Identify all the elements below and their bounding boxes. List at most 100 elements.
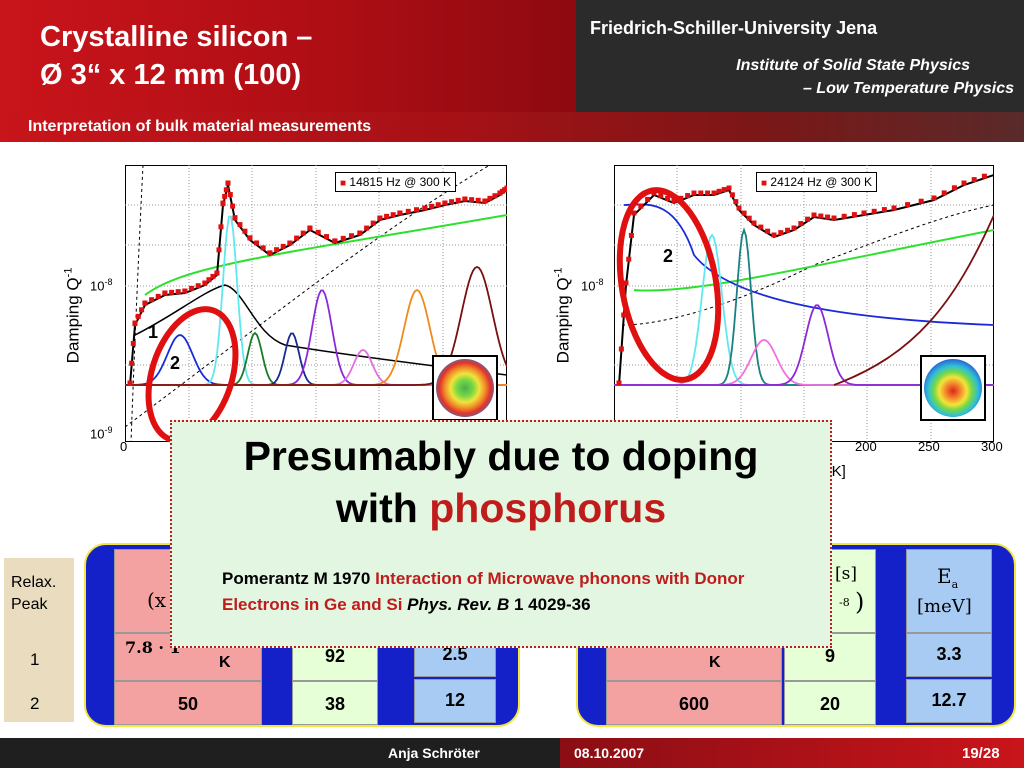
- measured-data-point: [504, 185, 507, 191]
- measured-data-point: [232, 215, 238, 221]
- measured-data-point: [260, 245, 266, 251]
- highlight-phosphorus: phosphorus: [429, 485, 667, 531]
- measured-data-point: [475, 197, 481, 203]
- fit-component-curve: [134, 284, 507, 376]
- measured-data-point: [751, 220, 757, 226]
- measured-data-point: [210, 273, 216, 279]
- measured-data-point: [711, 190, 717, 196]
- measured-data-point: [726, 185, 732, 191]
- measured-data-point: [931, 195, 937, 201]
- measured-data-point: [961, 180, 967, 186]
- relax-label-line2: Peak: [11, 596, 48, 613]
- chart-1-ylabel: Damping Q-1: [62, 267, 83, 364]
- measured-data-point: [442, 200, 448, 206]
- measured-data-point: [671, 198, 677, 204]
- measured-data-point: [618, 346, 624, 352]
- left-blue-row2: 12: [414, 679, 496, 723]
- measured-data-point: [130, 340, 136, 346]
- measured-data-point: [623, 280, 629, 286]
- measured-data-point: [805, 216, 811, 222]
- measured-data-point: [626, 256, 632, 262]
- callout-heading-line2: with phosphorus: [335, 485, 667, 531]
- measured-data-point: [871, 208, 877, 214]
- measured-data-point: [377, 215, 383, 221]
- measured-data-point: [729, 192, 735, 198]
- measured-data-point: [778, 230, 784, 236]
- measured-data-point: [397, 210, 403, 216]
- measured-data-point: [267, 250, 273, 256]
- measured-data-point: [175, 289, 181, 295]
- measured-data-point: [435, 202, 441, 208]
- measured-data-point: [981, 173, 987, 179]
- measured-data-point: [390, 212, 396, 218]
- chart-1-ytick-low: 10-9: [90, 425, 113, 442]
- chart-2-xtick-200: 200: [855, 439, 877, 454]
- measured-data-point: [818, 213, 824, 219]
- highlight-ellipse-right: [616, 187, 722, 383]
- footer-page-number: 19/28: [962, 745, 1000, 762]
- measured-data-point: [771, 232, 777, 238]
- measured-data-point: [918, 198, 924, 204]
- measured-data-point: [758, 224, 764, 230]
- slide-title-line1: Crystalline silicon –: [40, 21, 313, 53]
- right-blue-row1: 3.3: [906, 633, 992, 677]
- measured-data-point: [340, 235, 346, 241]
- measured-data-point: [129, 360, 135, 366]
- right-blue-row2: 12.7: [906, 679, 992, 723]
- measured-data-point: [364, 225, 370, 231]
- measured-data-point: [370, 220, 376, 226]
- measured-data-point: [455, 197, 461, 203]
- measured-data-point: [462, 196, 468, 202]
- chart-1-ytick-high: 10-8: [90, 277, 113, 294]
- measured-data-point: [951, 185, 957, 191]
- measured-data-point: [414, 207, 419, 213]
- measured-data-point: [287, 240, 293, 246]
- reference-dashed-curve: [130, 165, 144, 442]
- institute-line1: Institute of Solid State Physics: [736, 57, 970, 74]
- measured-data-point: [227, 192, 233, 198]
- left-pink-row2: 50: [114, 681, 262, 725]
- chart-1-legend: ■ 14815 Hz @ 300 K: [335, 172, 456, 192]
- right-blue-header: Ea [meV]: [906, 549, 992, 633]
- measured-data-point: [223, 187, 229, 193]
- measured-data-point: [195, 283, 201, 289]
- right-green-row2: 20: [784, 681, 876, 725]
- measured-data-point: [831, 215, 837, 221]
- measured-data-point: [142, 300, 148, 306]
- measured-data-point: [294, 235, 300, 241]
- measured-data-point: [405, 208, 411, 214]
- measured-data-point: [628, 232, 634, 238]
- measured-data-point: [798, 221, 804, 227]
- measured-data-point: [202, 280, 208, 286]
- relax-row-1: 1: [30, 650, 40, 669]
- chart-1-xtick-0: 0: [120, 439, 128, 454]
- footer-accent: [560, 738, 1024, 768]
- slide-subtitle: Interpretation of bulk material measurem…: [28, 118, 372, 135]
- measured-data-point: [891, 205, 897, 211]
- measured-data-point: [315, 229, 321, 235]
- measured-data-point: [905, 202, 911, 208]
- measured-data-point: [422, 205, 428, 211]
- measured-data-point: [741, 210, 747, 216]
- relax-peak-panel: Relax. Peak 1 2: [4, 558, 74, 722]
- callout-reference: Pomerantz M 1970 Interaction of Microwav…: [222, 569, 745, 614]
- measured-data-point: [218, 224, 224, 230]
- measured-data-point: [206, 277, 212, 283]
- measured-data-point: [645, 196, 651, 202]
- measured-data-point: [492, 193, 498, 199]
- measured-data-point: [861, 210, 867, 216]
- measured-data-point: [242, 228, 248, 234]
- legend-marker-icon: ■: [340, 178, 347, 189]
- measured-data-point: [357, 230, 363, 236]
- peak-label-2-right: 2: [663, 246, 674, 266]
- institute-line2: – Low Temperature Physics: [802, 80, 1014, 97]
- fit-component-curve: [633, 229, 994, 292]
- peak-label-2: 2: [170, 353, 181, 373]
- measured-data-point: [616, 380, 622, 386]
- measured-data-point: [791, 225, 797, 231]
- measured-data-point: [971, 177, 977, 183]
- fit-component-curve: [833, 214, 994, 386]
- relax-label-line1: Relax.: [11, 574, 57, 591]
- measured-data-point: [135, 313, 141, 319]
- chart-2-ylabel: Damping Q-1: [552, 267, 573, 364]
